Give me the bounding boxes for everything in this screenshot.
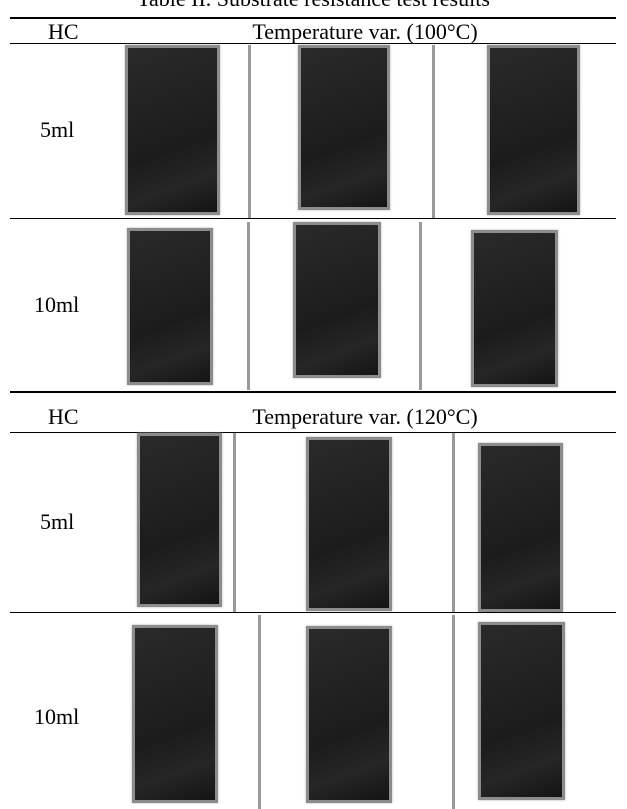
rule	[10, 218, 616, 219]
row-label: 10ml	[34, 292, 80, 317]
header-cell: Temperature var. (120°C)	[252, 404, 478, 429]
header-cell: Temperature var. (100°C)	[252, 19, 478, 44]
sample-image	[478, 443, 563, 612]
separator	[432, 45, 435, 218]
sample-image	[487, 45, 580, 215]
separator	[248, 45, 251, 218]
separator	[452, 615, 455, 809]
rule	[10, 17, 616, 19]
rule	[10, 432, 616, 433]
row-label: 5ml	[40, 117, 75, 142]
separator	[233, 433, 236, 612]
rule	[10, 612, 616, 613]
sample-image	[478, 622, 565, 800]
sample-image	[293, 222, 381, 378]
table-title: Table II. Substrate resistance test resu…	[0, 0, 627, 12]
sample-image	[137, 433, 222, 607]
row-label: 5ml	[40, 509, 75, 534]
sample-image	[306, 626, 392, 803]
sample-image	[125, 45, 220, 215]
rule	[10, 391, 616, 393]
separator	[258, 615, 261, 809]
sample-image	[132, 625, 218, 803]
sample-image	[298, 45, 390, 210]
separator	[247, 222, 250, 390]
rule	[10, 43, 616, 44]
separator	[419, 222, 422, 390]
header-cell: HC	[48, 19, 79, 44]
sample-image	[471, 230, 558, 387]
header-cell: HC	[48, 404, 79, 429]
separator	[452, 433, 455, 612]
sample-image	[306, 437, 392, 611]
row-label: 10ml	[34, 704, 80, 729]
sample-image	[127, 228, 213, 385]
